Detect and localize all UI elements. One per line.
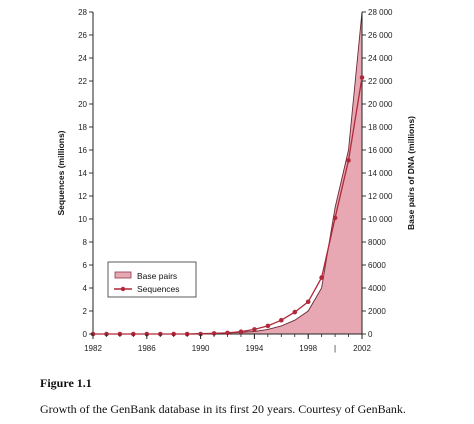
left-axis-tick-label: 4 [83, 284, 88, 293]
left-axis-tick-label: 14 [78, 169, 87, 178]
right-axis-tick-label: 14 000 [368, 169, 393, 178]
right-axis-tick-label: 10 000 [368, 215, 393, 224]
left-axis-tick-label: 8 [83, 238, 88, 247]
right-axis-title: Base pairs of DNA (millions) [406, 116, 416, 230]
left-axis-title: Sequences (millions) [56, 130, 66, 215]
left-axis-tick-label: 20 [78, 100, 87, 109]
right-axis-tick-label: 12 000 [368, 192, 393, 201]
right-axis-tick-label: 4000 [368, 284, 386, 293]
sequences-point [238, 329, 244, 335]
right-axis-tick-label: 8000 [368, 238, 386, 247]
ticks-layer: 0246810121416182022242628020004000600080… [78, 8, 393, 353]
left-axis-tick-label: 10 [78, 215, 87, 224]
sequences-point [359, 75, 365, 80]
left-axis-tick-label: 16 [78, 146, 87, 155]
left-axis-tick-label: 18 [78, 123, 87, 132]
legend-swatch-base-pairs [114, 271, 132, 279]
x-axis-tick-label: 1990 [192, 344, 210, 353]
right-axis-tick-label: 16 000 [368, 146, 393, 155]
sequences-point [292, 309, 298, 315]
right-axis-tick-label: 24 000 [368, 54, 393, 63]
legend: Base pairs Sequences [107, 261, 197, 298]
x-axis-tick-label: 1986 [138, 344, 156, 353]
right-axis-tick-label: 26 000 [368, 31, 393, 40]
right-axis-tick-label: 28 000 [368, 8, 393, 17]
sequences-point [305, 299, 311, 305]
sequences-point [265, 323, 271, 329]
right-axis-tick-label: 2000 [368, 307, 386, 316]
right-axis-tick-label: 22 000 [368, 77, 393, 86]
right-axis-tick-label: 20 000 [368, 100, 393, 109]
left-axis-tick-label: 0 [83, 330, 88, 339]
left-axis-tick-label: 24 [78, 54, 87, 63]
left-axis-tick-label: 12 [78, 192, 87, 201]
sequences-point [319, 275, 324, 280]
figure-caption: Growth of the GenBank database in its fi… [40, 402, 406, 416]
left-axis-tick-label: 26 [78, 31, 87, 40]
x-axis-minor-label: | [334, 344, 336, 353]
left-axis-tick-label: 22 [78, 77, 87, 86]
x-axis-tick-label: 2002 [353, 344, 371, 353]
sequences-point [252, 327, 257, 332]
left-axis-tick-label: 6 [83, 261, 88, 270]
figure-label: Figure 1.1 [40, 376, 92, 390]
right-axis-tick-label: 18 000 [368, 123, 393, 132]
right-axis-tick-label: 6000 [368, 261, 386, 270]
legend-label-base-pairs: Base pairs [137, 271, 177, 281]
sequences-point [279, 317, 284, 323]
legend-label-sequences: Sequences [137, 284, 180, 294]
genbank-chart: 0246810121416182022242628020004000600080… [56, 8, 416, 353]
sequences-point [211, 331, 217, 336]
sequences-point [332, 215, 338, 221]
left-axis-tick-label: 2 [83, 307, 88, 316]
right-axis-tick-label: 0 [368, 330, 373, 339]
x-axis-tick-label: 1998 [299, 344, 317, 353]
left-axis-tick-label: 28 [78, 8, 87, 17]
sequences-point [225, 330, 230, 336]
sequences-point [346, 158, 351, 163]
x-axis-tick-label: 1994 [246, 344, 264, 353]
x-axis-tick-label: 1982 [84, 344, 102, 353]
legend-swatch-sequences-marker [120, 286, 126, 292]
